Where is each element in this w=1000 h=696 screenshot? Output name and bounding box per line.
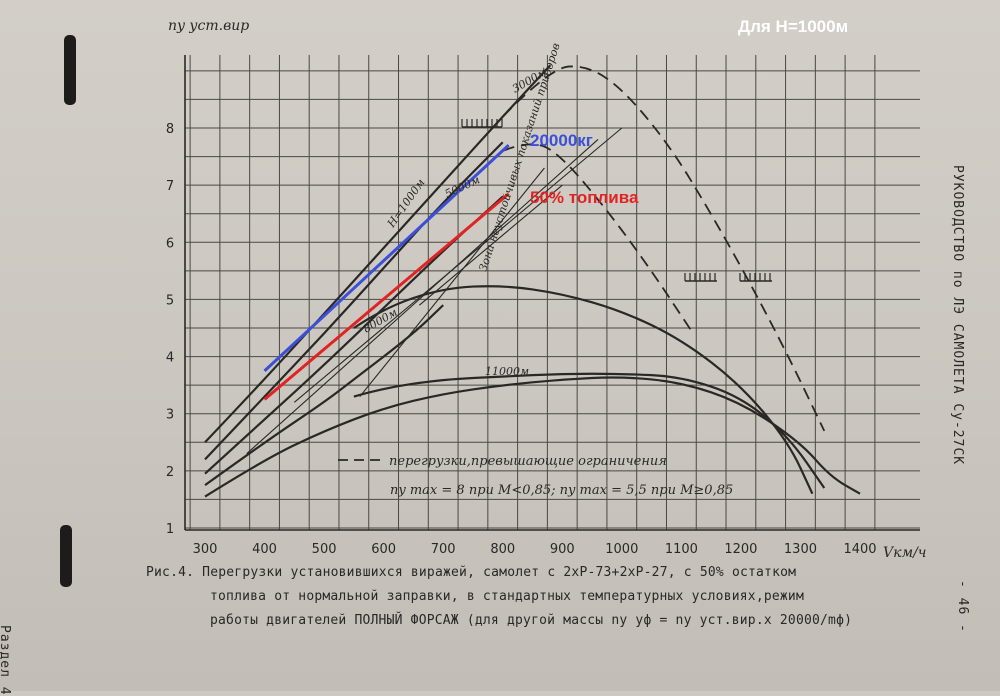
altitude-curve-3 bbox=[204, 304, 444, 487]
y-tick-label: 1 bbox=[166, 522, 174, 537]
caption-line-3: работы двигателей ПОЛНЫЙ ФОРСАЖ (для дру… bbox=[210, 613, 853, 628]
overlay-label-mass: 20000кг bbox=[530, 131, 593, 150]
binder-hole-top bbox=[64, 35, 76, 105]
y-axis-title: ny уст.вир bbox=[168, 18, 249, 34]
x-tick-label: 400 bbox=[252, 542, 277, 557]
x-axis-title: Vкм/ч bbox=[883, 545, 927, 561]
overlay-label-fuel: 50% топлива bbox=[530, 188, 639, 207]
limit-curve-dashed bbox=[502, 65, 826, 432]
overlay-line-red bbox=[263, 192, 510, 401]
y-tick-label: 8 bbox=[166, 122, 174, 137]
y-tick-label: 6 bbox=[166, 236, 174, 251]
x-tick-label: 800 bbox=[490, 542, 515, 557]
chart-curves bbox=[204, 64, 861, 498]
manual-title-side: РУКОВОДСТВО по ЛЭ САМОЛЕТА Су-27СК bbox=[950, 165, 965, 466]
y-tick-label: 5 bbox=[166, 293, 174, 308]
construction-line bbox=[293, 127, 623, 403]
section-side: Раздел 4 bbox=[0, 625, 12, 696]
altitude-curve-5 bbox=[353, 372, 826, 489]
chart-ticks: 300 400 500 600 700 800 900 1000 1100 1200 1300 140… bbox=[166, 122, 877, 557]
y-tick-label: 7 bbox=[166, 179, 174, 194]
caption-line-2: топлива от нормальной заправки, в станда… bbox=[210, 589, 804, 604]
binder-hole-bottom bbox=[60, 525, 72, 587]
max-overload-note: ny max = 8 при M<0,85; ny max = 5,5 при … bbox=[390, 483, 733, 498]
legend-dashed-label: перегрузки,превышающие ограничения bbox=[389, 454, 667, 469]
x-tick-label: 1000 bbox=[605, 542, 638, 557]
x-tick-label: 600 bbox=[371, 542, 396, 557]
construction-line bbox=[359, 167, 545, 397]
x-tick-label: 300 bbox=[193, 542, 218, 557]
corner-title: Для H=1000м bbox=[738, 17, 848, 36]
y-tick-label: 2 bbox=[166, 465, 174, 480]
x-tick-label: 700 bbox=[431, 542, 456, 557]
x-tick-label: 500 bbox=[312, 542, 337, 557]
construction-line bbox=[246, 139, 599, 455]
x-tick-label: 1300 bbox=[784, 542, 817, 557]
y-tick-label: 4 bbox=[166, 351, 174, 366]
overlay-line-blue bbox=[263, 144, 510, 372]
altitude-curve-0 bbox=[204, 64, 552, 444]
caption-line-1: Рис.4. Перегрузки установившихся виражей… bbox=[146, 565, 797, 580]
x-tick-label: 1100 bbox=[665, 542, 698, 557]
curve-label-11000m: 11000м bbox=[485, 365, 529, 378]
x-tick-label: 1200 bbox=[724, 542, 757, 557]
x-tick-label: 1400 bbox=[843, 542, 876, 557]
altitude-curve-6 bbox=[353, 285, 814, 495]
altitude-curve-2 bbox=[204, 195, 504, 475]
page-number: - 46 - bbox=[955, 580, 970, 633]
y-tick-label: 3 bbox=[166, 408, 174, 423]
x-tick-label: 900 bbox=[550, 542, 575, 557]
construction-line bbox=[419, 184, 563, 306]
limit-curve-dashed bbox=[502, 143, 695, 335]
